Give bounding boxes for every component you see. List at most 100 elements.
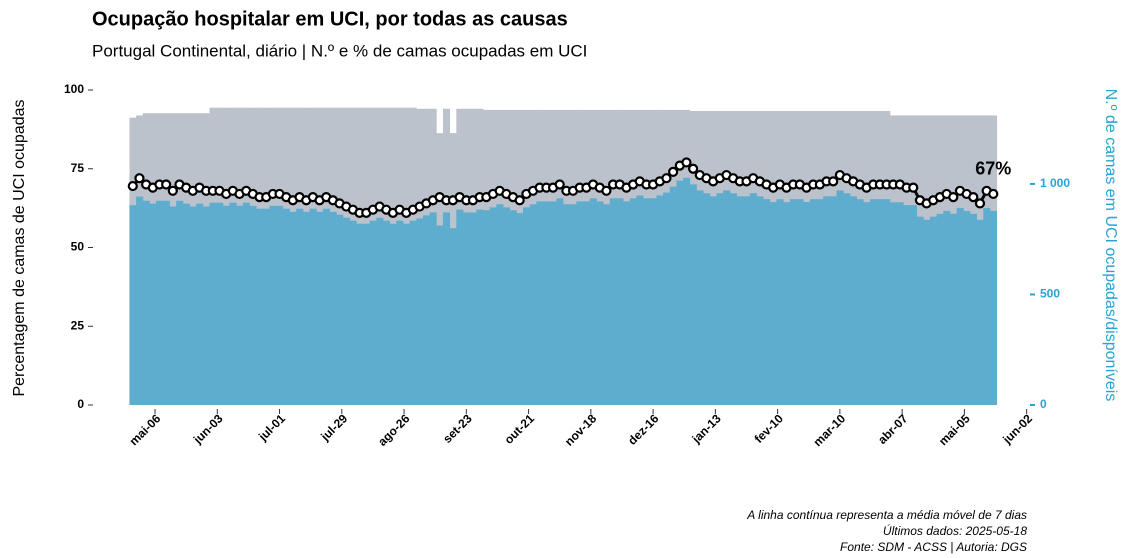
- x-tick-label: mai-06: [127, 411, 164, 448]
- bar: [409, 220, 417, 405]
- bar: [129, 205, 137, 405]
- bar: [136, 196, 144, 405]
- bar: [896, 202, 904, 405]
- bar: [349, 220, 357, 405]
- bar: [316, 211, 324, 405]
- point: [601, 185, 612, 196]
- bar: [549, 201, 557, 405]
- bar: [716, 193, 724, 405]
- bar: [623, 201, 631, 405]
- bar: [689, 184, 697, 405]
- bar: [569, 204, 577, 405]
- bar: [696, 190, 704, 405]
- bar: [256, 208, 264, 405]
- point: [554, 179, 565, 190]
- bar: [322, 208, 330, 405]
- bar: [196, 203, 204, 405]
- bar: [656, 195, 664, 405]
- bar: [302, 211, 310, 405]
- bar: [809, 199, 817, 405]
- bar: [476, 209, 484, 405]
- bar: [296, 208, 304, 405]
- bar: [723, 190, 731, 405]
- bar: [936, 213, 944, 405]
- bar: [503, 207, 511, 405]
- bar: [396, 220, 404, 405]
- bar: [929, 216, 938, 405]
- bar: [743, 196, 751, 405]
- y2-tick-label: 0: [1040, 397, 1047, 411]
- bar: [829, 196, 837, 405]
- bar: [236, 205, 244, 405]
- note: Últimos dados: 2025-05-18: [883, 523, 1027, 538]
- x-tick-label: jun-03: [190, 411, 226, 447]
- bar: [309, 208, 317, 405]
- bar: [849, 196, 857, 405]
- x-tick-label: nov-18: [562, 411, 599, 448]
- bar: [856, 199, 864, 405]
- point: [167, 185, 178, 196]
- bar: [796, 199, 804, 405]
- x-tick-label: jul-01: [255, 411, 288, 444]
- bar: [643, 198, 651, 405]
- bar: [462, 212, 471, 405]
- y-tick-label: 0: [77, 397, 84, 411]
- point: [688, 163, 699, 174]
- bar: [269, 205, 277, 405]
- x-tick-label: ago-26: [375, 411, 412, 448]
- x-tick-label: set-23: [440, 411, 475, 446]
- bar: [516, 213, 524, 405]
- bar: [249, 205, 257, 405]
- bar: [282, 208, 290, 405]
- bar: [356, 223, 364, 405]
- bar: [469, 212, 477, 405]
- bar: [596, 201, 604, 405]
- y-tick-label: 75: [71, 161, 85, 175]
- bar: [289, 211, 297, 405]
- bar: [436, 225, 444, 405]
- bar: [763, 199, 771, 405]
- bar: [776, 199, 784, 405]
- bar: [162, 200, 170, 405]
- bar: [909, 205, 917, 405]
- bar: [663, 192, 671, 405]
- bar: [756, 196, 764, 405]
- bar: [949, 213, 958, 405]
- bar: [603, 204, 611, 405]
- x-tick-label: dez-16: [625, 411, 662, 448]
- bar: [989, 210, 998, 405]
- bar: [923, 219, 931, 405]
- bar: [836, 190, 844, 405]
- bar: [389, 223, 397, 405]
- x-tick-label: jan-13: [689, 411, 724, 446]
- note: Fonte: SDM - ACSS | Autoria: DGS: [840, 540, 1027, 554]
- point: [908, 182, 919, 193]
- bar: [556, 198, 564, 405]
- bar: [362, 223, 370, 405]
- x-tick-label: mar-10: [811, 411, 849, 449]
- note: A linha contínua representa a média móve…: [746, 508, 1027, 522]
- bar: [609, 198, 617, 405]
- point: [988, 188, 999, 200]
- bar: [863, 202, 871, 405]
- bar: [729, 193, 737, 405]
- bar: [382, 220, 391, 405]
- y2-tick-label: 1 000: [1040, 176, 1070, 190]
- bar: [783, 202, 791, 405]
- bar: [903, 205, 911, 405]
- bar: [189, 206, 197, 405]
- chart-subtitle: Portugal Continental, diário | N.º e % d…: [92, 41, 587, 60]
- bar: [916, 216, 924, 405]
- chart-title: Ocupação hospitalar em UCI, por todas as…: [92, 8, 568, 30]
- annotation: 67%: [975, 159, 1011, 179]
- point: [127, 180, 138, 192]
- bar: [496, 204, 504, 405]
- bar: [563, 204, 571, 405]
- bar: [703, 193, 711, 405]
- bar: [376, 217, 384, 405]
- bar: [229, 202, 237, 405]
- bar: [709, 196, 717, 405]
- bar: [489, 207, 497, 405]
- x-tick-label: mai-05: [936, 411, 973, 448]
- bar: [616, 198, 624, 405]
